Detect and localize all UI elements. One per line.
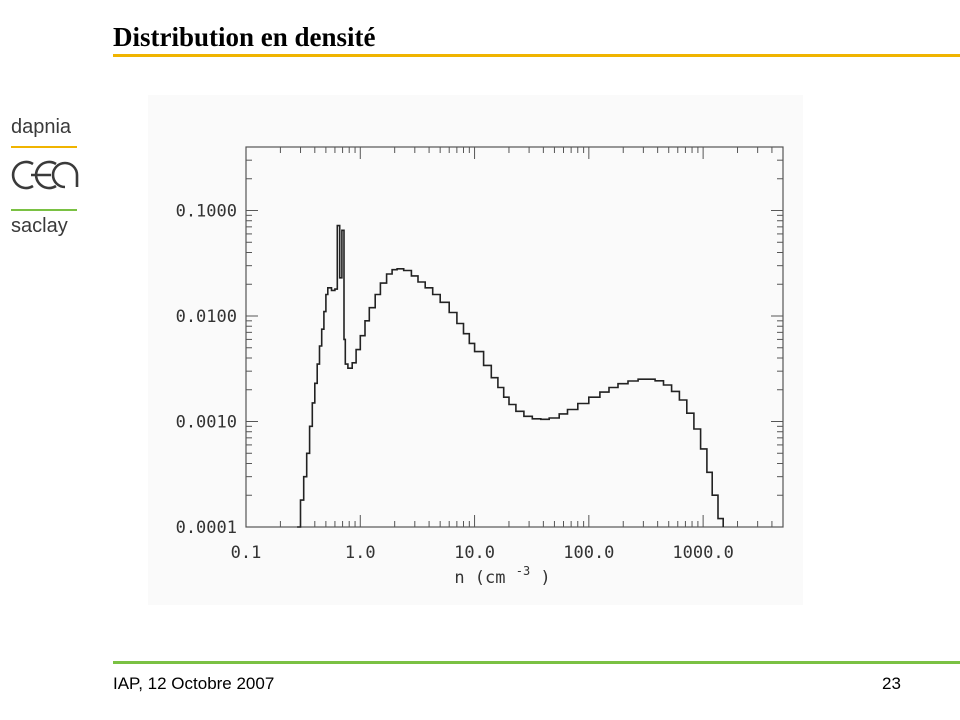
x-tick-label: 1.0 [345, 543, 376, 563]
page-number: 23 [882, 674, 901, 693]
dapnia-cea-saclay-logo: dapnia saclay [11, 115, 81, 240]
footer-rule [113, 661, 960, 664]
cea-logo-mark [11, 160, 79, 190]
y-tick-label: 0.1000 [176, 202, 237, 222]
logo-yellow-bar [11, 146, 77, 148]
density-histogram-line [297, 224, 724, 528]
y-tick-label: 0.0100 [176, 307, 237, 327]
logo-green-bar [11, 209, 77, 211]
x-tick-label: 100.0 [563, 543, 614, 563]
plot-frame [245, 146, 784, 528]
logo-dapnia-text: dapnia [11, 116, 72, 138]
y-tick-label: 0.0001 [176, 518, 237, 538]
logo-saclay-text: saclay [11, 215, 68, 237]
x-tick-label: 10.0 [454, 543, 495, 563]
x-tick-label: 1000.0 [672, 543, 733, 563]
slide-title: Distribution en densité [113, 22, 376, 52]
x-axis-label: n (cm -3 ) [454, 564, 550, 588]
density-distribution-chart: 0.1 1.0 10.0 100.0 1000.0 0.0001 0.0010 0.0100 0… [148, 95, 803, 605]
chart-svg: 0.1 1.0 10.0 100.0 1000.0 0.0001 0.0010 0.0100 0… [176, 146, 784, 588]
y-tick-label: 0.0010 [176, 413, 237, 433]
x-tick-label: 0.1 [231, 543, 262, 563]
title-underline [113, 54, 960, 57]
footer-text: IAP, 12 Octobre 2007 [113, 674, 275, 693]
